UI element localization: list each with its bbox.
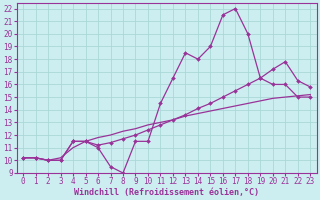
X-axis label: Windchill (Refroidissement éolien,°C): Windchill (Refroidissement éolien,°C) xyxy=(74,188,259,197)
